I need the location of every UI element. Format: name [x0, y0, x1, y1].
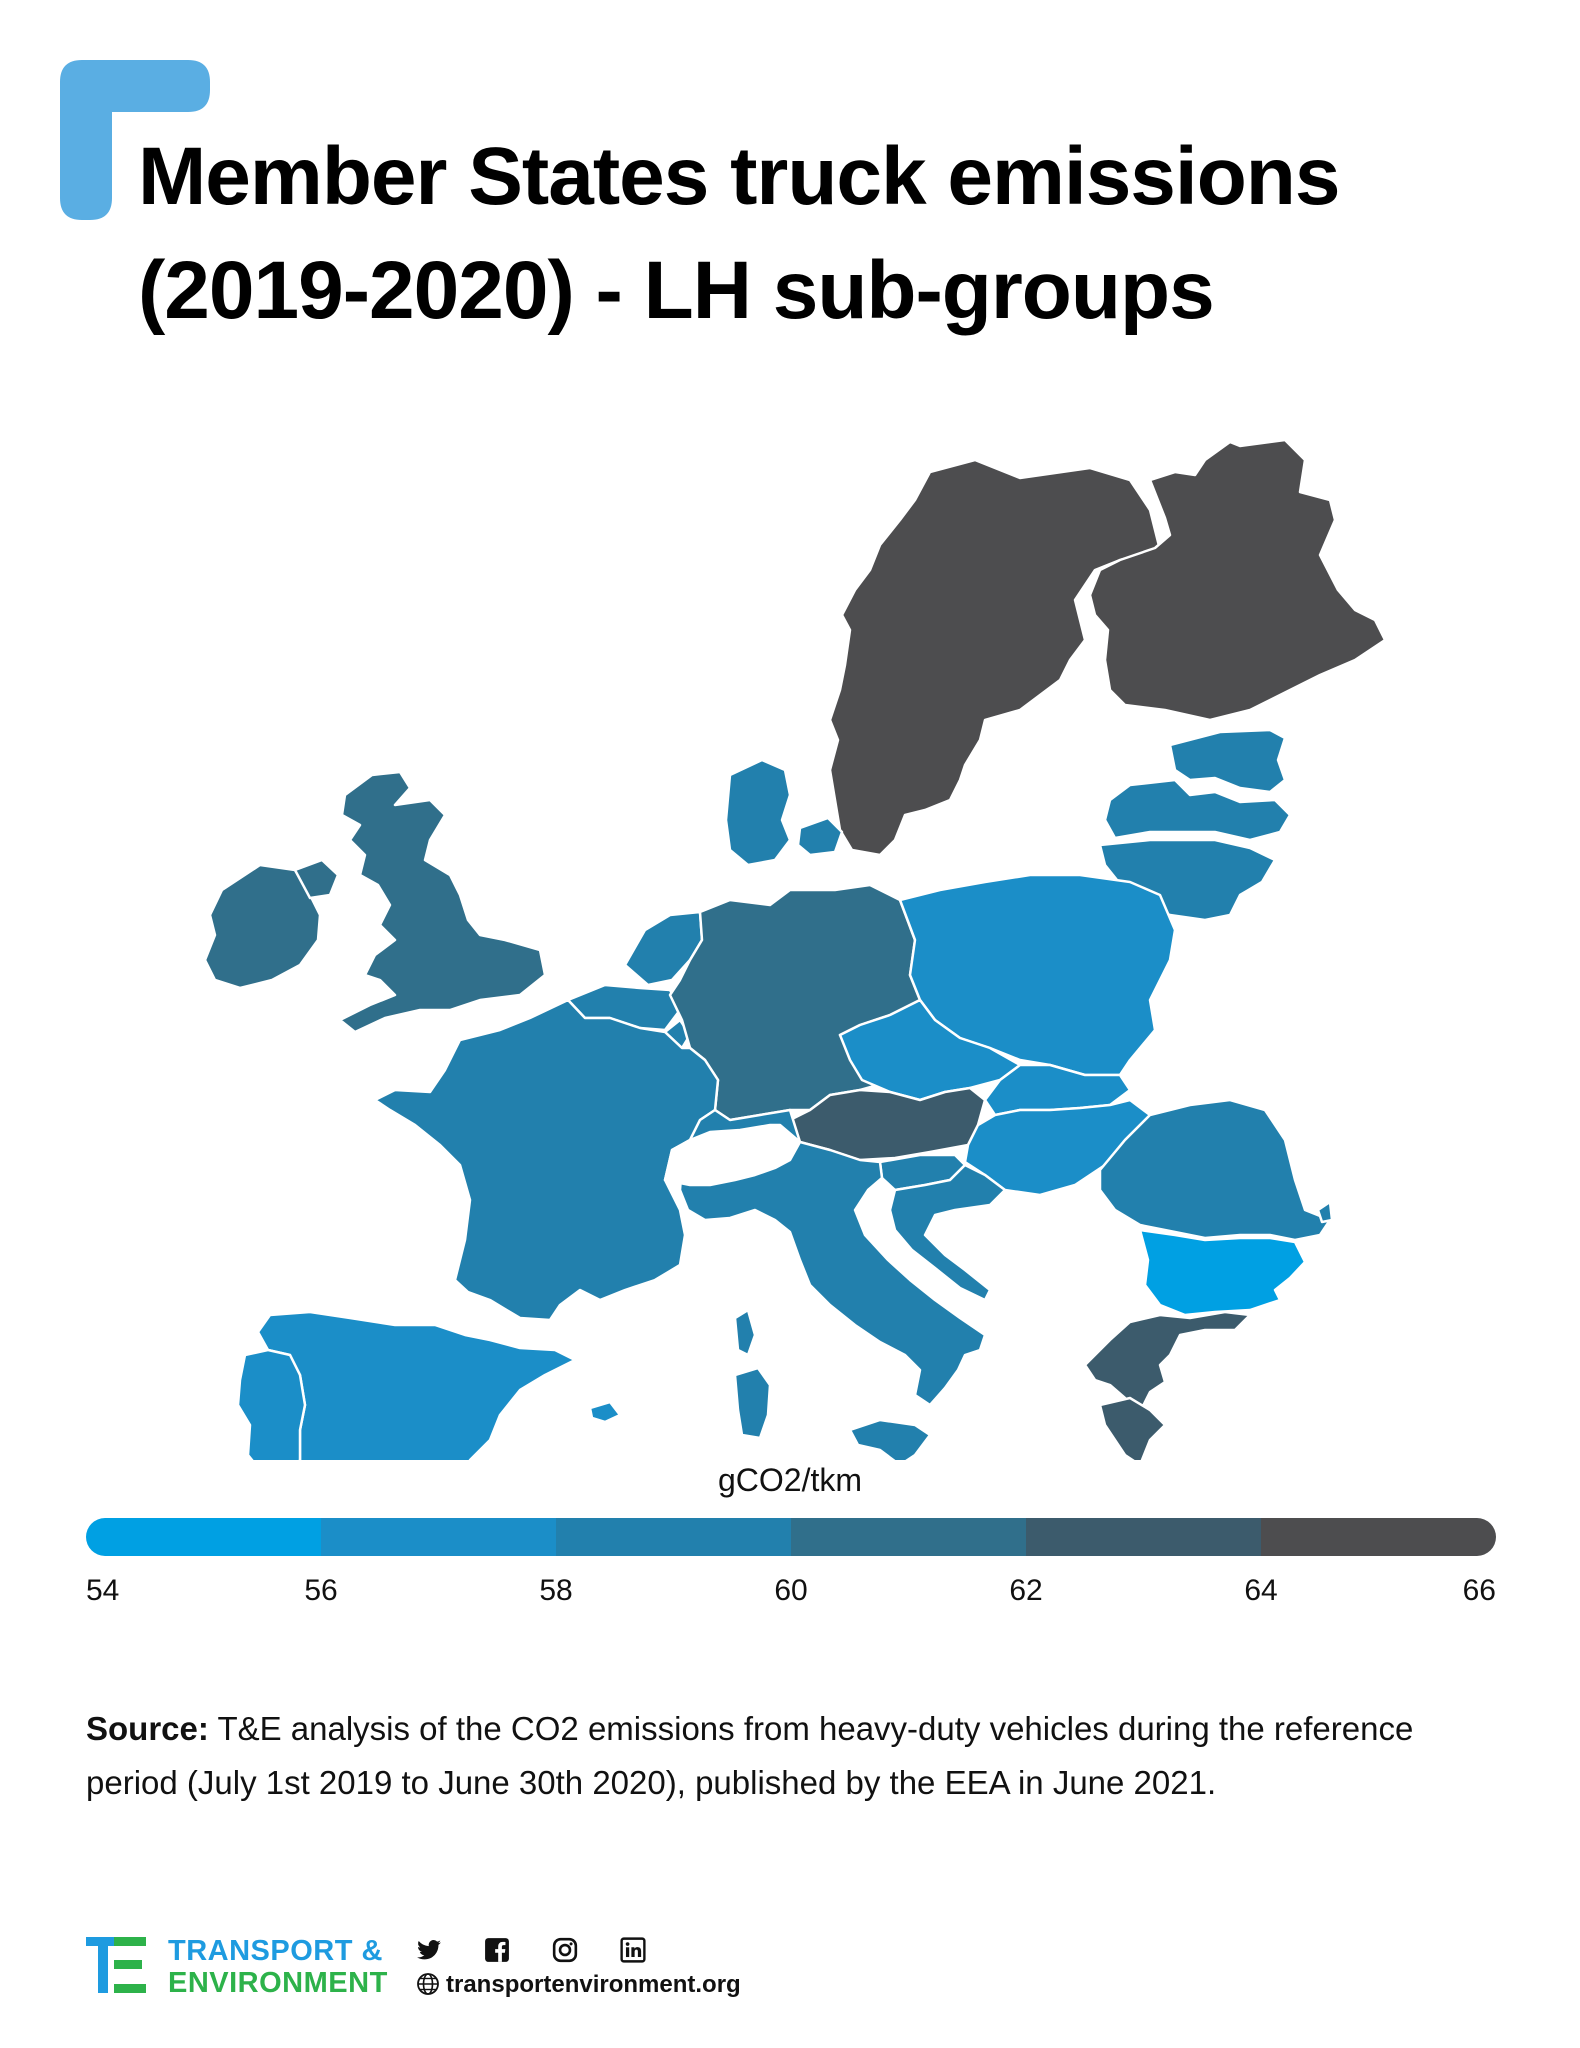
linkedin-icon[interactable]: [620, 1937, 646, 1963]
source-note: Source: T&E analysis of the CO2 emission…: [86, 1702, 1506, 1810]
social-links: transportenvironment.org: [416, 1935, 796, 1999]
footer: TRANSPORT & ENVIRONMENT: [86, 1935, 986, 2005]
country-bulgaria: [1138, 1228, 1307, 1317]
title-line-1: Member States truck emissions: [138, 131, 1340, 222]
country-estonia: [1168, 728, 1287, 794]
europe-choropleth-map: [203, 438, 1387, 1460]
website-url: transportenvironment.org: [446, 1971, 741, 1998]
logo-line-1: TRANSPORT &: [168, 1935, 383, 1967]
country-italy: [678, 1108, 987, 1407]
legend-tick: 56: [304, 1574, 338, 1607]
country-france-corsica: [733, 1308, 757, 1357]
legend-tick: 64: [1244, 1574, 1278, 1607]
country-italy-sardinia: [733, 1366, 772, 1440]
country-greece-peloponnese: [1098, 1396, 1167, 1460]
logo-wordmark: TRANSPORT & ENVIRONMENT: [168, 1935, 388, 1999]
country-portugal: [236, 1348, 307, 1460]
legend-unit-label: gCO2/tkm: [717, 1462, 863, 1498]
legend-bin-64-66: [1261, 1518, 1496, 1556]
corner-accent: [60, 60, 210, 220]
country-romania: [1098, 1098, 1332, 1242]
page-title: Member States truck emissions (2019-2020…: [138, 120, 1478, 348]
country-romania-coast: [1316, 1200, 1334, 1224]
legend-bin-60-62: [791, 1518, 1026, 1556]
legend-bin-62-64: [1026, 1518, 1261, 1556]
country-spain-balearic: [588, 1400, 622, 1424]
country-denmark-islands: [796, 816, 844, 857]
twitter-icon[interactable]: [416, 1937, 442, 1963]
legend-tick: 62: [1009, 1574, 1043, 1607]
logo-line-2: ENVIRONMENT: [168, 1967, 388, 1999]
legend-tick: 66: [1462, 1574, 1496, 1607]
country-italy-sicily: [848, 1418, 932, 1460]
legend-tick: 58: [539, 1574, 573, 1607]
instagram-icon[interactable]: [552, 1937, 578, 1963]
legend-color-scale: [86, 1518, 1496, 1556]
legend-tick: 60: [774, 1574, 808, 1607]
source-text: T&E analysis of the CO2 emissions from h…: [86, 1710, 1414, 1801]
legend-bin-58-60: [556, 1518, 791, 1556]
legend-tick-labels: 54 56 58 60 62 64 66: [86, 1574, 1496, 1614]
country-united-kingdom: [338, 770, 547, 1034]
legend-tick: 54: [86, 1574, 120, 1607]
globe-icon: [417, 1973, 439, 1995]
country-croatia: [888, 1163, 1007, 1302]
country-greece: [1083, 1310, 1252, 1414]
country-switzerland: [663, 1123, 802, 1187]
country-spain: [256, 1310, 577, 1460]
te-logo-icon: [86, 1937, 146, 1993]
source-label: Source:: [86, 1710, 209, 1747]
country-finland: [1088, 438, 1387, 722]
country-denmark: [724, 758, 792, 867]
website-link[interactable]: transportenvironment.org: [416, 1971, 741, 1999]
country-northern-ireland: [293, 858, 340, 900]
facebook-icon[interactable]: [484, 1937, 510, 1963]
country-latvia: [1103, 778, 1292, 842]
legend-bin-56-58: [321, 1518, 556, 1556]
legend-bin-54-56: [86, 1518, 321, 1556]
country-france: [373, 998, 720, 1322]
title-line-2: (2019-2020) - LH sub-groups: [138, 245, 1215, 336]
